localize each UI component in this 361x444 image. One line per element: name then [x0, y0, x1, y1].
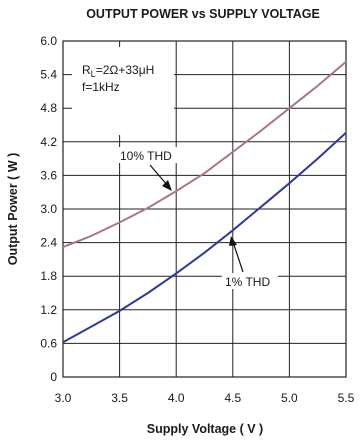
label-10-bg — [117, 147, 179, 163]
y-tick-label-7: 4.2 — [40, 135, 57, 149]
conditions-freq: f=1kHz — [82, 80, 120, 94]
conditions-box — [72, 47, 174, 135]
label-1-thd: 1% THD — [225, 275, 270, 289]
x-tick-label-1: 3.5 — [111, 391, 128, 405]
label-1-bg — [222, 273, 278, 289]
x-tick-label-3: 4.5 — [224, 391, 241, 405]
x-tick-label-2: 4.0 — [168, 391, 185, 405]
series — [62, 60, 347, 344]
conditions-rl: RL=2Ω+33μH — [82, 63, 154, 79]
y-tick-label-0: 0 — [50, 370, 57, 384]
x-tick-label-0: 3.0 — [55, 391, 72, 405]
y-tick-label-6: 3.6 — [40, 168, 57, 182]
arrow-10-line — [149, 164, 169, 187]
y-tick-label-10: 6.0 — [40, 34, 57, 48]
ticks: 3.0 3.5 4.0 4.5 5.0 5.5 0 0.6 1.2 1.8 2.4 3.0 3.6 4.2… — [40, 34, 354, 405]
chart-title: OUTPUT POWER vs SUPPLY VOLTAGE — [86, 7, 320, 21]
y-tick-label-3: 1.8 — [40, 269, 57, 283]
x-tick-label-5: 5.5 — [338, 391, 355, 405]
y-tick-label-1: 0.6 — [40, 336, 57, 350]
y-tick-label-8: 4.8 — [40, 101, 57, 115]
x-tick-label-4: 5.0 — [281, 391, 298, 405]
series-line-10-thd — [62, 60, 347, 249]
y-axis-label: Output Power ( W ) — [6, 153, 20, 265]
arrow-1-head — [229, 236, 237, 246]
arrow-1-line — [232, 241, 244, 273]
y-tick-label-4: 2.4 — [40, 236, 57, 250]
y-tick-label-9: 5.4 — [40, 68, 57, 82]
plot-frame — [62, 40, 347, 378]
series-line-1-thd — [62, 132, 347, 344]
arrow-10-head — [162, 180, 172, 191]
label-10-thd: 10% THD — [120, 149, 172, 163]
y-tick-label-2: 1.2 — [40, 303, 57, 317]
y-tick-label-5: 3.0 — [40, 202, 57, 216]
x-axis-label: Supply Voltage ( V ) — [147, 422, 263, 436]
